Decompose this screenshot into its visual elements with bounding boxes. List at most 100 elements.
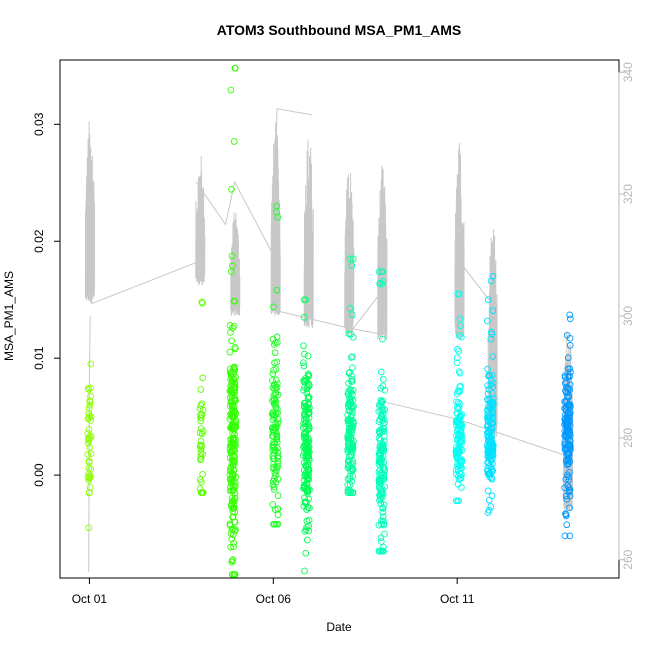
data-point — [304, 449, 312, 457]
data-point — [488, 465, 496, 473]
data-point — [228, 500, 236, 508]
data-point — [561, 532, 569, 540]
data-point — [272, 446, 279, 454]
data-point — [273, 433, 281, 441]
data-point — [456, 331, 463, 339]
data-point — [271, 440, 279, 447]
altitude-flight-trace — [84, 121, 95, 304]
data-point — [456, 400, 463, 408]
data-point — [197, 437, 205, 445]
data-point — [232, 526, 239, 534]
data-point — [85, 476, 93, 484]
data-point — [489, 307, 497, 314]
data-point — [377, 384, 385, 392]
data-point — [87, 360, 95, 368]
data-point — [454, 388, 462, 395]
data-point — [488, 492, 496, 500]
data-point — [274, 505, 282, 513]
data-point — [346, 453, 353, 461]
data-point — [379, 397, 387, 405]
data-point — [305, 527, 313, 535]
data-point — [228, 252, 236, 260]
data-point — [452, 470, 460, 478]
data-point — [378, 280, 386, 288]
altitude-transit-line — [195, 108, 312, 257]
data-point — [566, 315, 574, 323]
y-tick-label: 0.02 — [32, 229, 46, 253]
data-point — [226, 348, 234, 356]
x-tick-label: Oct 01 — [72, 592, 108, 606]
data-point — [457, 322, 464, 330]
data-point — [561, 441, 569, 449]
data-point — [344, 419, 352, 427]
data-point — [304, 469, 312, 476]
data-point — [456, 315, 464, 323]
data-point — [348, 441, 356, 449]
data-point — [232, 397, 239, 404]
data-point — [229, 556, 237, 564]
data-point — [456, 411, 464, 419]
data-point — [196, 476, 204, 483]
data-point — [566, 342, 574, 349]
data-point — [227, 386, 235, 394]
data-point — [453, 436, 461, 444]
data-point — [347, 387, 355, 394]
data-point — [566, 334, 574, 342]
data-point — [484, 422, 492, 430]
data-point — [199, 299, 206, 307]
chart-title: ATOM3 Southbound MSA_PM1_AMS — [217, 22, 461, 38]
data-point — [344, 457, 352, 465]
altitude-transit-line — [91, 260, 200, 305]
data-point — [377, 495, 385, 503]
data-point — [349, 377, 356, 385]
data-point — [270, 485, 278, 493]
data-point — [455, 347, 463, 355]
data-point — [344, 475, 352, 483]
data-point — [271, 385, 278, 392]
data-point — [565, 476, 573, 484]
data-point — [85, 436, 92, 443]
axes: 0.00 0.01 0.02 0.03 Oct 01 Oct 06 Oct 11 260 280… — [32, 62, 635, 606]
data-point — [489, 395, 497, 403]
data-point — [567, 368, 574, 376]
data-point — [270, 411, 278, 419]
data-point — [486, 372, 494, 380]
data-point — [379, 472, 387, 479]
data-point — [565, 443, 573, 450]
data-point — [349, 255, 357, 263]
data-point — [230, 504, 237, 512]
data-point — [348, 423, 355, 431]
right-y-tick-label: 300 — [621, 306, 635, 326]
altitude-transit-line — [88, 315, 91, 572]
data-point — [304, 460, 312, 468]
data-point — [271, 359, 278, 367]
data-point — [379, 513, 387, 521]
data-point — [562, 475, 570, 483]
data-point — [85, 459, 93, 466]
data-point — [563, 495, 571, 503]
data-point — [486, 404, 493, 412]
data-point — [346, 394, 353, 401]
data-point — [197, 455, 205, 463]
data-point — [270, 303, 277, 311]
data-point — [230, 322, 238, 330]
data-point — [381, 419, 388, 427]
data-point — [381, 386, 389, 394]
y-tick-label: 0.03 — [32, 112, 46, 136]
data-point — [199, 470, 206, 478]
data-point — [270, 341, 278, 348]
data-point — [87, 417, 95, 424]
data-point — [484, 382, 492, 389]
data-point — [199, 450, 206, 458]
data-point — [270, 391, 278, 399]
data-point — [232, 423, 240, 431]
data-point — [199, 489, 206, 496]
data-point — [379, 508, 387, 516]
data-point — [301, 432, 309, 440]
data-point — [84, 439, 92, 447]
data-point — [564, 471, 571, 479]
data-point — [231, 344, 239, 351]
x-tick-label: Oct 06 — [256, 592, 292, 606]
data-point — [302, 434, 310, 441]
data-point — [197, 442, 204, 450]
